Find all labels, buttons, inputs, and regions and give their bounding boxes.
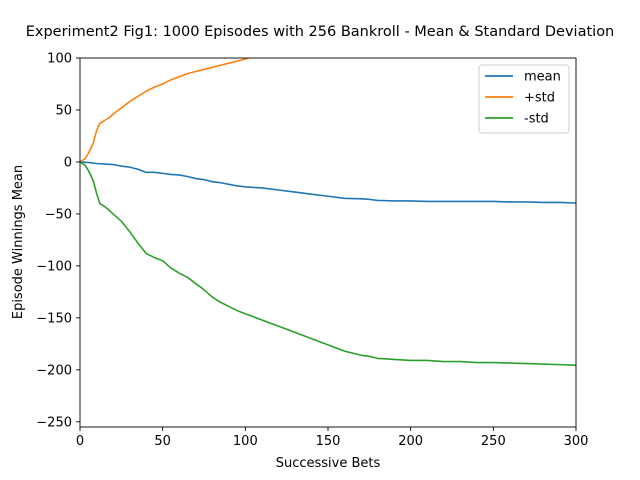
legend-label: -std xyxy=(524,112,549,127)
legend-label: mean xyxy=(524,70,561,85)
series-line-std-2 xyxy=(80,161,576,366)
y-tick-label: −150 xyxy=(36,311,72,326)
y-tick-label: 0 xyxy=(64,155,72,170)
x-tick-label: 0 xyxy=(76,434,84,449)
x-tick-label: 50 xyxy=(154,434,171,449)
x-tick-label: 200 xyxy=(398,434,423,449)
y-axis-label: Episode Winnings Mean xyxy=(11,165,26,319)
y-tick-label: 100 xyxy=(47,52,72,67)
series-line-std-1 xyxy=(80,58,249,163)
y-tick-label: −200 xyxy=(36,363,72,378)
legend-label: +std xyxy=(524,91,555,106)
y-tick-label: 50 xyxy=(55,103,72,118)
x-tick-label: 300 xyxy=(564,434,589,449)
y-tick-label: −250 xyxy=(36,415,72,430)
series-line-mean-0 xyxy=(80,161,576,204)
chart-title: Experiment2 Fig1: 1000 Episodes with 256… xyxy=(26,24,615,40)
x-tick-label: 150 xyxy=(316,434,341,449)
series-lines xyxy=(80,58,576,366)
legend-box xyxy=(478,64,570,134)
legend: mean +std -std xyxy=(478,64,570,134)
x-axis-label: Successive Bets xyxy=(276,456,381,471)
x-tick-label: 250 xyxy=(481,434,506,449)
x-tick-label: 100 xyxy=(233,434,258,449)
plot-area: 0 50 100 150 200 250 300 −250 −200 −150 −100 −50 0 50… xyxy=(36,52,588,450)
y-tick-label: −100 xyxy=(36,259,72,274)
y-tick-label: −50 xyxy=(45,207,72,222)
